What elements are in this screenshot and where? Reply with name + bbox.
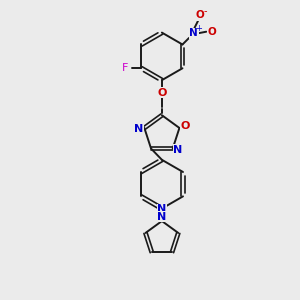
Text: N: N bbox=[173, 145, 183, 155]
Text: N: N bbox=[157, 204, 167, 214]
Text: N: N bbox=[157, 212, 167, 222]
Text: F: F bbox=[122, 63, 128, 73]
Text: +: + bbox=[195, 24, 202, 33]
Text: N: N bbox=[189, 28, 198, 38]
Text: O: O bbox=[195, 10, 204, 20]
Text: O: O bbox=[180, 121, 190, 130]
Text: O: O bbox=[157, 88, 167, 98]
Text: N: N bbox=[134, 124, 144, 134]
Text: -: - bbox=[203, 6, 207, 16]
Text: O: O bbox=[207, 27, 216, 37]
